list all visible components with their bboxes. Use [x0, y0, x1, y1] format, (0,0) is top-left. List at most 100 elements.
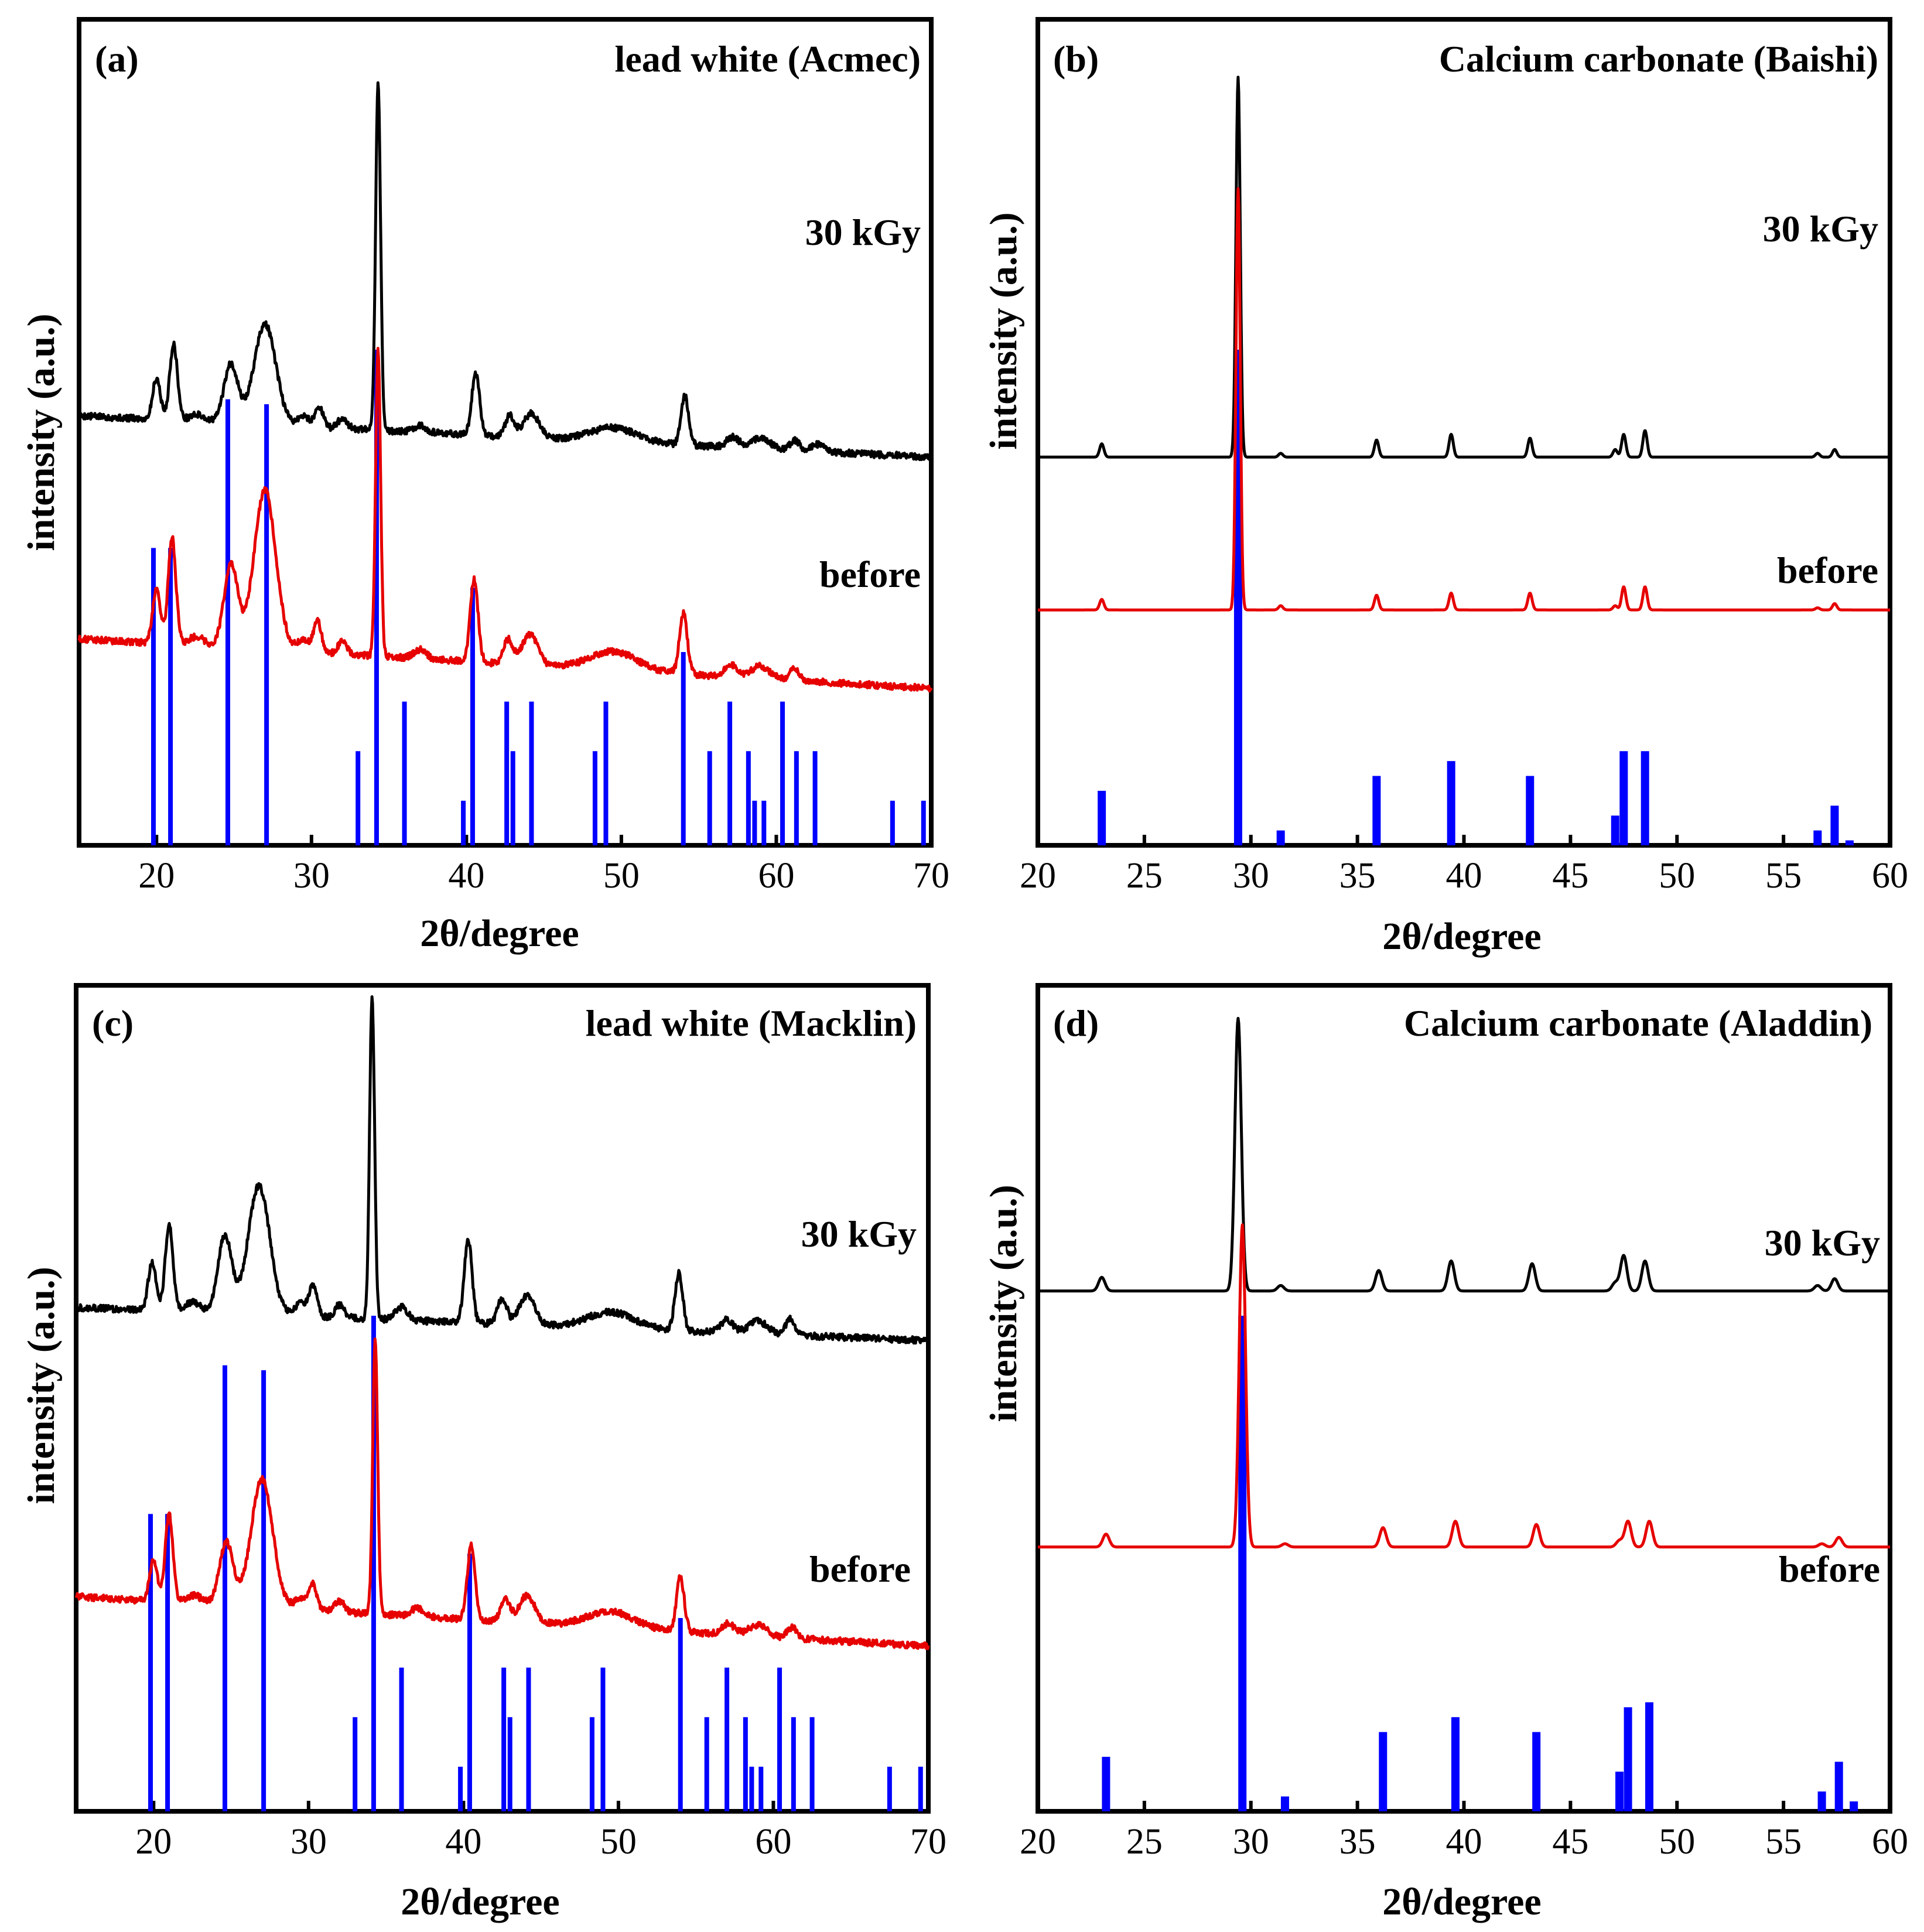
reference-peak	[165, 1514, 170, 1811]
trace-before	[74, 1337, 930, 1650]
x-tick-label: 45	[1552, 856, 1588, 896]
panel-c: 20 30 40 50 60 70 (c) lead white (Macklin) 30…	[20, 983, 946, 1923]
reference-peak	[470, 588, 475, 845]
panel-c-xlabel: 2θ/degree	[401, 1880, 559, 1923]
reference-peak	[791, 1717, 796, 1811]
x-tick-label: 40	[445, 1822, 481, 1862]
reference-peak	[501, 1667, 507, 1811]
reference-peak	[1817, 1791, 1826, 1811]
panel-c-label-30kgy: 30 kGy	[801, 1213, 917, 1255]
reference-peak	[353, 1717, 358, 1811]
reference-peak	[1850, 1801, 1858, 1811]
x-tick-label: 60	[1872, 856, 1908, 896]
panel-c-ylabel: intensity (a.u.)	[20, 1267, 63, 1504]
x-tick-label: 20	[138, 856, 175, 896]
trace-30kgy	[75, 995, 930, 1345]
reference-peak	[526, 1667, 531, 1811]
reference-peak	[1619, 751, 1628, 845]
x-tick-label: 55	[1765, 1822, 1802, 1862]
reference-peak	[725, 1667, 730, 1811]
panel-a-label-before: before	[819, 554, 921, 595]
panel-b-frame	[1036, 17, 1892, 848]
panel-d: 20 25 30 35 40 45 50 55 60 (d) Calcium carbonate…	[982, 983, 1908, 1923]
reference-peak	[458, 1766, 463, 1811]
reference-peak	[589, 1717, 594, 1811]
panel-b-label-30kgy: 30 kGy	[1763, 208, 1878, 250]
trace-before	[1037, 187, 1891, 612]
panel-b: 20 25 30 35 40 45 50 55 60 (b) Calcium carbonate…	[982, 17, 1908, 958]
panel-a-ylabel: intensity (a.u.)	[20, 313, 63, 551]
reference-peak	[1830, 805, 1839, 845]
x-tick-label: 70	[913, 856, 949, 896]
reference-peak	[1615, 1771, 1624, 1811]
reference-peak	[746, 751, 751, 845]
reference-peak	[890, 800, 895, 845]
panel-c-tag: (c)	[92, 1002, 134, 1044]
reference-peak	[222, 1365, 227, 1811]
reference-peak	[780, 701, 785, 845]
trace-before	[1037, 1223, 1891, 1549]
reference-peak	[1451, 1717, 1460, 1811]
x-tick-label: 35	[1339, 1822, 1376, 1862]
reference-peak	[678, 1618, 683, 1811]
panel-d-ylabel: intensity (a.u.)	[982, 1185, 1025, 1422]
x-tick-label: 20	[1020, 1822, 1056, 1862]
reference-peak	[1624, 1707, 1632, 1811]
x-tick-label: 60	[755, 1822, 791, 1862]
x-tick-label: 30	[293, 856, 330, 896]
panel-a-label-30kgy: 30 kGy	[805, 211, 921, 253]
reference-peak	[592, 751, 597, 845]
x-tick-label: 55	[1765, 856, 1802, 896]
x-tick-label: 20	[1020, 856, 1056, 896]
reference-peak	[374, 350, 379, 845]
reference-peak	[168, 548, 173, 845]
reference-peak	[727, 701, 733, 845]
panel-b-ylabel: intensity (a.u.)	[982, 212, 1025, 449]
reference-peak	[921, 800, 926, 845]
reference-peak	[1611, 815, 1619, 845]
reference-peak	[749, 1766, 754, 1811]
reference-peak	[809, 1717, 815, 1811]
reference-peak	[812, 751, 818, 845]
reference-peak	[603, 701, 609, 845]
panel-d-frame	[1036, 983, 1892, 1814]
reference-peak	[510, 751, 515, 845]
reference-peak	[148, 1514, 153, 1811]
x-tick-label: 20	[135, 1822, 172, 1862]
reference-peak	[758, 1766, 764, 1811]
panel-a: 20 30 40 50 60 70 (a) lead white (Acmec) 30 k…	[20, 17, 949, 955]
reference-peak	[1645, 1702, 1653, 1811]
x-tick-label: 30	[291, 1822, 327, 1862]
reference-peak	[1526, 776, 1535, 845]
panel-b-title: Calcium carbonate (Baishi)	[1439, 38, 1878, 80]
x-tick-label: 50	[1659, 1822, 1695, 1862]
x-tick-label: 50	[600, 1822, 637, 1862]
panel-c-label-before: before	[809, 1548, 911, 1590]
reference-peak	[264, 404, 269, 845]
reference-peak	[151, 548, 156, 845]
x-tick-label: 30	[1233, 1822, 1269, 1862]
x-tick-label: 70	[910, 1822, 946, 1862]
reference-peak	[918, 1766, 923, 1811]
reference-peak	[1276, 830, 1285, 845]
reference-peak	[225, 399, 230, 845]
reference-peak	[507, 1717, 512, 1811]
reference-peak	[794, 751, 799, 845]
trace-30kgy	[1037, 1016, 1891, 1293]
x-tick-label: 40	[1446, 856, 1482, 896]
panel-b-label-before: before	[1777, 549, 1878, 591]
x-tick-label: 25	[1126, 1822, 1163, 1862]
reference-peak	[1845, 840, 1854, 845]
reference-peak	[1834, 1762, 1843, 1811]
reference-peak	[1372, 776, 1381, 845]
reference-peak	[752, 800, 757, 845]
reference-peak	[1280, 1796, 1289, 1811]
x-tick-label: 60	[758, 856, 794, 896]
reference-peak	[461, 800, 466, 845]
panel-d-label-before: before	[1779, 1548, 1880, 1590]
reference-peak	[371, 1316, 376, 1811]
x-tick-label: 60	[1872, 1822, 1908, 1862]
reference-peak	[1813, 830, 1822, 845]
x-tick-label: 45	[1552, 1822, 1588, 1862]
